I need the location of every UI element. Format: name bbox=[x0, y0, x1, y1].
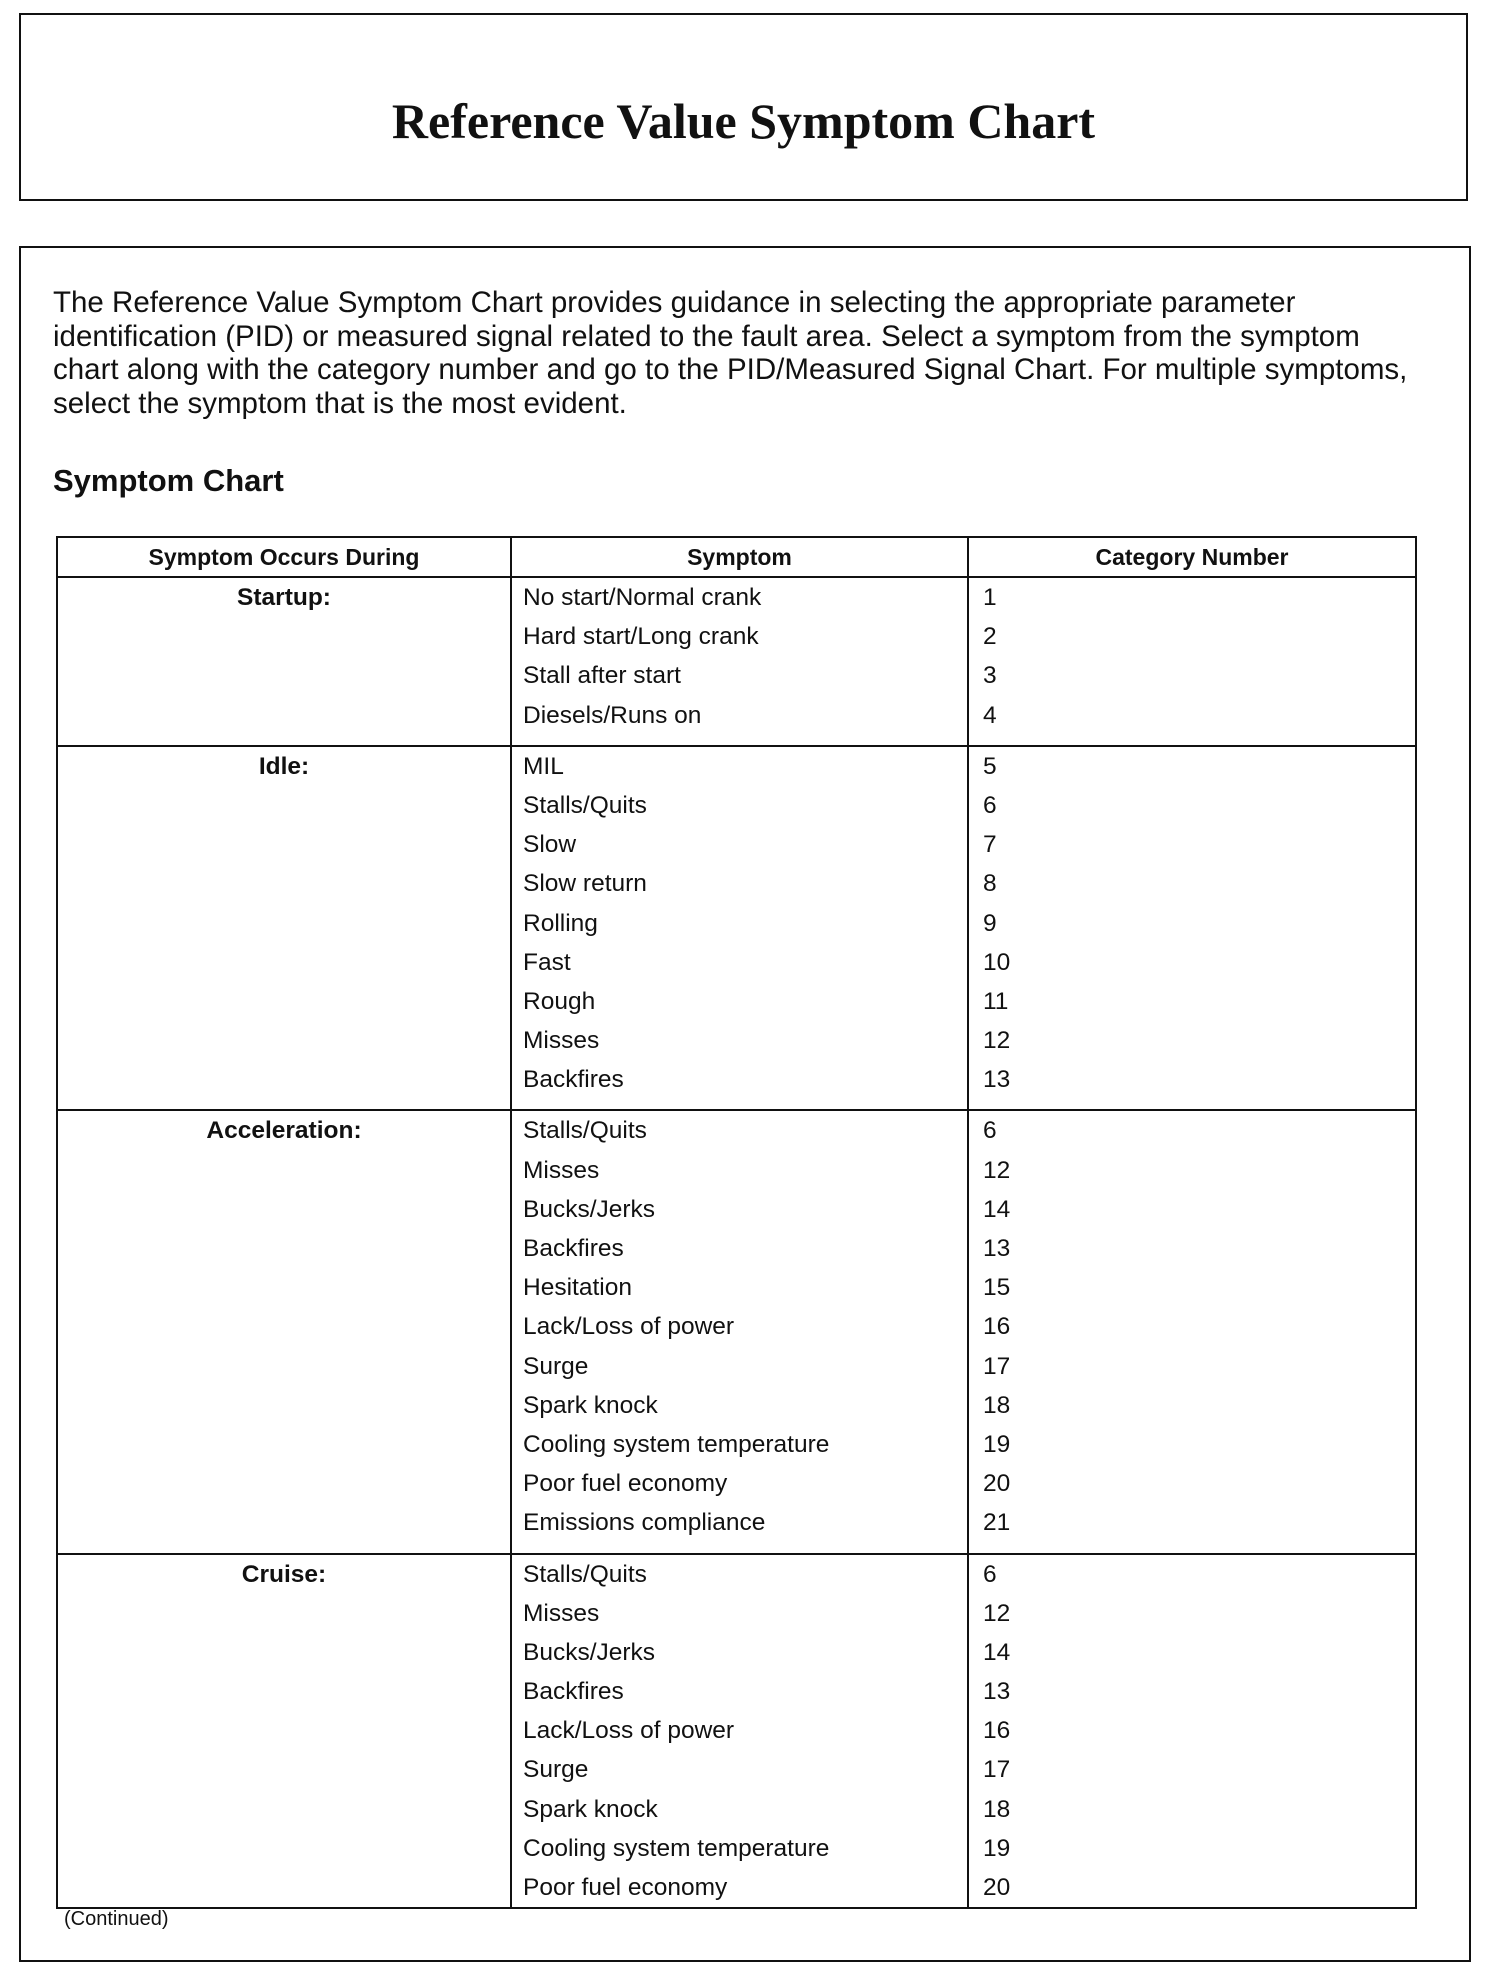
symptom: Cooling system temperature bbox=[523, 1834, 830, 1862]
symptom: Slow return bbox=[523, 870, 647, 898]
symptom: Spark knock bbox=[523, 1391, 658, 1419]
symptom-cell: Stalls/Quits Misses Bucks/Jerks Backfires He… bbox=[510, 1110, 968, 1555]
category-number: 3 bbox=[983, 662, 997, 690]
category-number: 12 bbox=[983, 1156, 1011, 1184]
category-number: 12 bbox=[983, 1599, 1011, 1627]
category-number: 16 bbox=[983, 1717, 1011, 1745]
symptom: Backfires bbox=[523, 1678, 624, 1706]
header-symptom-occurs-during: Symptom Occurs During bbox=[56, 536, 512, 578]
category-cell: 5 6 7 8 9 10 11 12 13 bbox=[967, 745, 1417, 1112]
symptom: Bucks/Jerks bbox=[523, 1195, 656, 1223]
symptom: Backfires bbox=[523, 1066, 624, 1094]
symptom: Surge bbox=[523, 1352, 589, 1380]
group-label: Idle: bbox=[56, 745, 511, 1112]
symptom: Poor fuel economy bbox=[523, 1874, 728, 1901]
category-number: 13 bbox=[983, 1678, 1011, 1706]
group-label: Acceleration: bbox=[56, 1110, 511, 1555]
category-number: 6 bbox=[983, 1560, 997, 1588]
header-symptom: Symptom bbox=[510, 536, 969, 578]
category-number: 18 bbox=[983, 1391, 1011, 1419]
intro-paragraph: The Reference Value Symptom Chart provid… bbox=[53, 286, 1408, 420]
category-number: 19 bbox=[983, 1834, 1011, 1862]
symptom: Surge bbox=[523, 1756, 589, 1784]
category-number: 18 bbox=[983, 1795, 1011, 1823]
table-group: Startup: No start/Normal crank Hard start/… bbox=[56, 577, 1417, 747]
symptom: Hesitation bbox=[523, 1274, 632, 1302]
category-number: 12 bbox=[983, 1027, 1011, 1055]
group-label: Cruise: bbox=[56, 1553, 511, 1910]
page-title: Reference Value Symptom Chart bbox=[391, 93, 1096, 149]
category-number: 4 bbox=[983, 701, 997, 729]
symptom: Lack/Loss of power bbox=[523, 1313, 735, 1341]
symptom: Rolling bbox=[523, 909, 598, 937]
symptom: Fast bbox=[523, 948, 571, 976]
symptom: Lack/Loss of power bbox=[523, 1717, 735, 1745]
category-number: 11 bbox=[983, 987, 1009, 1015]
category-number: 13 bbox=[983, 1235, 1011, 1262]
content-box bbox=[19, 246, 1471, 1962]
category-number: 17 bbox=[983, 1756, 1011, 1784]
symptom: Bucks/Jerks bbox=[523, 1638, 656, 1666]
category-number: 1 bbox=[983, 584, 997, 611]
category-number: 19 bbox=[983, 1430, 1011, 1458]
symptom-cell: No start/Normal crank Hard start/Long cra… bbox=[510, 577, 968, 747]
category-number: 2 bbox=[983, 623, 997, 651]
category-number: 13 bbox=[983, 1066, 1011, 1094]
category-number: 15 bbox=[983, 1274, 1011, 1302]
category-cell: 1 2 3 4 bbox=[967, 577, 1417, 747]
symptom: Rough bbox=[523, 987, 596, 1015]
table-group: Acceleration: Stalls/Quits Misses Bucks/Jer… bbox=[56, 1110, 1417, 1555]
category-number: 14 bbox=[983, 1195, 1011, 1223]
symptom: Misses bbox=[523, 1027, 600, 1055]
symptom: Slow bbox=[523, 831, 577, 859]
symptom: Diesels/Runs on bbox=[523, 701, 702, 729]
category-number: 6 bbox=[983, 1117, 997, 1145]
symptom-cell: MIL Stalls/Quits Slow Slow return Rolling Fas… bbox=[510, 745, 968, 1112]
symptom: Backfires bbox=[523, 1235, 624, 1262]
section-heading: Symptom Chart bbox=[53, 463, 284, 498]
symptom: Cooling system temperature bbox=[523, 1430, 830, 1458]
category-number: 9 bbox=[983, 909, 997, 937]
category-number: 7 bbox=[983, 831, 997, 859]
continued-note: (Continued) bbox=[64, 1908, 169, 1930]
group-label: Startup: bbox=[56, 577, 511, 747]
table-header-row: Symptom Occurs During Symptom Category N… bbox=[56, 536, 1417, 578]
category-cell: 6 12 14 13 16 17 18 19 20 bbox=[967, 1553, 1417, 1910]
category-number: 14 bbox=[983, 1638, 1011, 1666]
category-number: 17 bbox=[983, 1352, 1011, 1380]
category-number: 5 bbox=[983, 752, 997, 780]
symptom: Misses bbox=[523, 1156, 600, 1184]
symptom-cell: Stalls/Quits Misses Bucks/Jerks Backfires La… bbox=[510, 1553, 968, 1910]
header-category-number: Category Number bbox=[967, 536, 1417, 578]
category-cell: 6 12 14 13 15 16 17 18 19 20 21 bbox=[967, 1110, 1417, 1555]
table-group: Cruise: Stalls/Quits Misses Bucks/Jerks Back… bbox=[56, 1553, 1417, 1910]
category-number: 16 bbox=[983, 1313, 1011, 1341]
symptom: Stall after start bbox=[523, 662, 681, 690]
symptom: Poor fuel economy bbox=[523, 1470, 728, 1498]
category-number: 10 bbox=[983, 948, 1011, 976]
category-number: 20 bbox=[983, 1874, 1011, 1901]
title-box: Reference Value Symptom Chart bbox=[19, 13, 1468, 201]
symptom: Stalls/Quits bbox=[523, 1560, 647, 1588]
category-number: 6 bbox=[983, 791, 997, 819]
symptom: MIL bbox=[523, 752, 564, 780]
symptom: Stalls/Quits bbox=[523, 791, 647, 819]
category-number: 8 bbox=[983, 870, 997, 898]
symptom: Misses bbox=[523, 1599, 600, 1627]
symptom: Stalls/Quits bbox=[523, 1117, 647, 1145]
symptom: No start/Normal crank bbox=[523, 584, 762, 611]
category-number: 20 bbox=[983, 1470, 1011, 1498]
symptom: Emissions compliance bbox=[523, 1509, 766, 1537]
category-number: 21 bbox=[983, 1509, 1011, 1537]
symptom: Hard start/Long crank bbox=[523, 623, 759, 651]
symptom: Spark knock bbox=[523, 1795, 658, 1823]
table-group: Idle: MIL Stalls/Quits Slow Slow return Rolli… bbox=[56, 745, 1417, 1112]
symptom-table: Symptom Occurs During Symptom Category N… bbox=[56, 536, 1417, 1910]
